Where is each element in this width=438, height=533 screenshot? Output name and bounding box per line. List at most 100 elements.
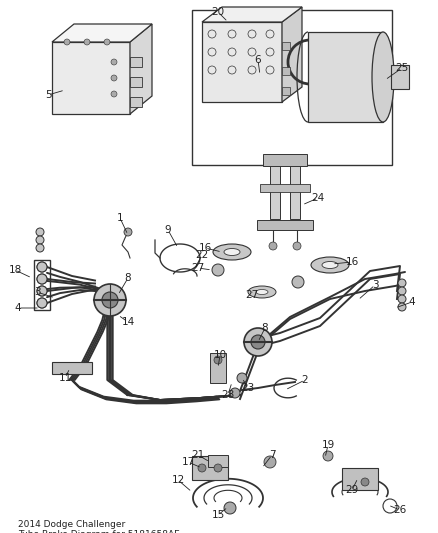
- Bar: [130, 97, 142, 107]
- Circle shape: [111, 59, 117, 65]
- Ellipse shape: [224, 248, 240, 255]
- Bar: [130, 57, 142, 67]
- Ellipse shape: [248, 286, 276, 298]
- Bar: [192, 456, 228, 480]
- Text: 10: 10: [213, 350, 226, 360]
- Text: 27: 27: [245, 290, 258, 300]
- Polygon shape: [202, 7, 302, 22]
- Circle shape: [361, 478, 369, 486]
- Polygon shape: [52, 24, 152, 42]
- Text: 28: 28: [221, 390, 235, 400]
- Circle shape: [36, 236, 44, 244]
- Circle shape: [102, 292, 118, 308]
- Ellipse shape: [213, 244, 251, 260]
- Circle shape: [292, 276, 304, 288]
- Circle shape: [224, 502, 236, 514]
- Text: 19: 19: [321, 440, 335, 450]
- Circle shape: [37, 274, 47, 284]
- Bar: [342, 468, 378, 490]
- Circle shape: [244, 328, 272, 356]
- Circle shape: [37, 262, 47, 272]
- Circle shape: [230, 388, 240, 398]
- Text: 5: 5: [45, 90, 51, 100]
- Bar: [202, 22, 282, 102]
- Text: 7: 7: [268, 450, 276, 460]
- Bar: [391, 65, 409, 89]
- Text: 15: 15: [212, 510, 225, 520]
- Circle shape: [214, 464, 222, 472]
- Circle shape: [251, 335, 265, 349]
- Circle shape: [398, 279, 406, 287]
- Circle shape: [269, 242, 277, 250]
- Text: 6: 6: [254, 55, 261, 65]
- Bar: [282, 42, 290, 50]
- Circle shape: [37, 298, 47, 308]
- Text: 4: 4: [409, 297, 415, 307]
- Text: 1: 1: [117, 213, 124, 223]
- Bar: [192, 10, 392, 165]
- Text: 9: 9: [165, 225, 171, 235]
- Circle shape: [214, 356, 222, 364]
- Circle shape: [37, 298, 47, 308]
- Circle shape: [323, 451, 333, 461]
- Ellipse shape: [311, 257, 349, 273]
- Bar: [260, 184, 310, 192]
- Circle shape: [84, 39, 90, 45]
- Text: 8: 8: [261, 323, 268, 333]
- Text: 2014 Dodge Challenger
Tube-Brake Diagram for 5181658AE: 2014 Dodge Challenger Tube-Brake Diagram…: [18, 520, 180, 533]
- Bar: [210, 353, 226, 383]
- Text: 4: 4: [15, 303, 21, 313]
- Text: 21: 21: [191, 450, 205, 460]
- Text: 3: 3: [372, 280, 378, 290]
- Text: 3: 3: [34, 287, 40, 297]
- Bar: [282, 67, 290, 75]
- Polygon shape: [282, 7, 302, 102]
- Text: 26: 26: [393, 505, 406, 515]
- Text: 11: 11: [58, 373, 72, 383]
- Circle shape: [398, 295, 406, 303]
- Bar: [270, 164, 280, 219]
- Circle shape: [36, 228, 44, 236]
- Bar: [257, 220, 313, 230]
- Ellipse shape: [256, 289, 268, 295]
- Bar: [308, 32, 383, 122]
- Bar: [34, 260, 50, 310]
- Bar: [263, 154, 307, 166]
- Circle shape: [398, 287, 406, 295]
- Text: 12: 12: [171, 475, 185, 485]
- Circle shape: [237, 373, 247, 383]
- Circle shape: [111, 91, 117, 97]
- Text: 22: 22: [195, 250, 208, 260]
- Text: 8: 8: [125, 273, 131, 283]
- Circle shape: [94, 284, 126, 316]
- Circle shape: [398, 303, 406, 311]
- Circle shape: [264, 456, 276, 468]
- Bar: [52, 362, 92, 374]
- Circle shape: [37, 286, 47, 296]
- Text: 24: 24: [311, 193, 325, 203]
- Text: 14: 14: [121, 317, 134, 327]
- Bar: [52, 42, 130, 114]
- Circle shape: [212, 264, 224, 276]
- Circle shape: [104, 39, 110, 45]
- Text: 2: 2: [302, 375, 308, 385]
- Ellipse shape: [372, 32, 394, 122]
- Circle shape: [198, 464, 206, 472]
- Circle shape: [111, 75, 117, 81]
- Text: 25: 25: [396, 63, 409, 73]
- Circle shape: [124, 228, 132, 236]
- Text: 29: 29: [346, 485, 359, 495]
- Text: 16: 16: [198, 243, 212, 253]
- Text: 27: 27: [191, 263, 205, 273]
- Circle shape: [64, 39, 70, 45]
- Polygon shape: [130, 24, 152, 114]
- Circle shape: [293, 242, 301, 250]
- Circle shape: [37, 274, 47, 284]
- Bar: [130, 77, 142, 87]
- Circle shape: [36, 244, 44, 252]
- Text: 17: 17: [181, 457, 194, 467]
- Bar: [290, 164, 300, 219]
- Bar: [282, 87, 290, 95]
- Text: 23: 23: [241, 383, 254, 393]
- Text: 16: 16: [346, 257, 359, 267]
